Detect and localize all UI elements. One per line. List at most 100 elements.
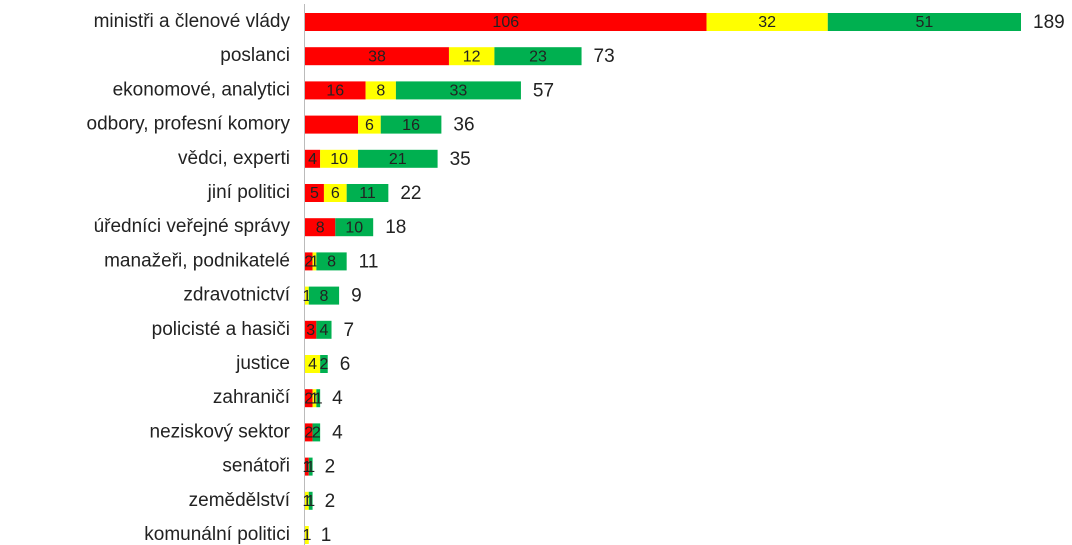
total-label: 1 — [321, 525, 332, 545]
data-label: 4 — [308, 151, 317, 168]
data-label: 3 — [306, 322, 315, 339]
total-label: 11 — [359, 251, 379, 272]
category-label: zahraničí — [213, 387, 291, 408]
bar-segment — [305, 218, 336, 237]
data-label: 2 — [312, 425, 321, 442]
total-label: 2 — [325, 457, 336, 478]
data-label: 33 — [450, 83, 468, 100]
category-label: ekonomové, analytici — [113, 79, 290, 100]
bar-segment — [316, 252, 347, 271]
bar-segment — [305, 81, 366, 100]
bar-segment — [308, 286, 340, 305]
total-label: 73 — [594, 46, 615, 67]
category-label: poslanci — [220, 45, 290, 66]
data-label: 1 — [302, 527, 311, 544]
total-label: 57 — [533, 80, 554, 101]
total-label: 36 — [453, 115, 474, 136]
data-label: 6 — [331, 185, 340, 202]
data-label: 10 — [345, 219, 363, 236]
data-label: 51 — [915, 14, 933, 31]
bar-segment — [308, 491, 313, 510]
bar-segment — [365, 81, 396, 100]
bar-segment — [316, 320, 332, 339]
total-label: 22 — [400, 183, 421, 204]
category-label: zemědělství — [189, 490, 291, 511]
bar-segment — [305, 526, 309, 544]
total-label: 189 — [1033, 12, 1065, 33]
data-label: 2 — [304, 425, 313, 442]
bar-segment — [305, 115, 359, 134]
total-label: 7 — [344, 320, 355, 341]
bar-segment — [305, 47, 449, 66]
category-label: manažeři, podnikatelé — [104, 250, 290, 271]
bar-segment — [358, 149, 438, 168]
data-label: 32 — [758, 14, 776, 31]
category-label: justice — [235, 353, 290, 374]
bar-segment — [305, 355, 321, 373]
data-label: 1 — [314, 390, 323, 407]
data-label: 38 — [368, 48, 386, 65]
bar-segment — [320, 355, 328, 373]
bar-segment — [305, 457, 309, 476]
data-label: 5 — [310, 185, 319, 202]
bar-segment — [316, 389, 321, 408]
category-label: ministři a členové vlády — [94, 11, 291, 32]
category-label: komunální politici — [144, 524, 290, 545]
bar-segment — [305, 423, 313, 442]
data-label: 2 — [304, 390, 313, 407]
data-label: 6 — [365, 117, 374, 134]
total-label: 2 — [325, 491, 336, 512]
data-label: 1 — [306, 493, 315, 510]
category-label: vědci, experti — [178, 148, 290, 169]
bar-segment — [448, 47, 495, 66]
data-label: 2 — [319, 356, 328, 373]
data-label: 16 — [402, 117, 420, 134]
data-label: 21 — [389, 151, 407, 168]
data-label: 106 — [492, 14, 519, 31]
category-label: senátoři — [222, 456, 290, 477]
bar-segment — [305, 13, 707, 31]
data-label: 1 — [302, 493, 311, 510]
data-label: 11 — [359, 185, 376, 202]
bar-segment — [380, 115, 442, 134]
data-label: 16 — [326, 83, 344, 100]
data-label: 1 — [306, 459, 315, 476]
data-label: 23 — [529, 48, 547, 65]
category-label: neziskový sektor — [150, 421, 291, 442]
category-label: úředníci veřejné správy — [94, 216, 291, 237]
total-label: 6 — [340, 354, 351, 375]
total-label: 18 — [385, 217, 406, 238]
category-label: odbory, profesní komory — [87, 114, 291, 135]
data-label: 8 — [316, 219, 325, 236]
bar-segment — [305, 491, 309, 510]
total-label: 4 — [332, 422, 343, 443]
bar-segment — [312, 423, 321, 442]
category-label: zdravotnictví — [183, 285, 290, 306]
bar-segment — [346, 184, 389, 202]
total-label: 9 — [351, 286, 362, 307]
bar-segment — [308, 457, 313, 476]
bar-segment — [305, 184, 324, 202]
data-label: 1 — [310, 254, 319, 271]
bar-segment — [358, 115, 381, 134]
bar-segment — [305, 320, 317, 339]
total-label: 4 — [332, 388, 343, 409]
data-label: 1 — [310, 390, 319, 407]
bar-segment — [312, 252, 317, 271]
bar-segment — [305, 149, 321, 168]
bar-segment — [494, 47, 582, 66]
bar-segment — [706, 13, 828, 31]
bar-segment — [320, 149, 359, 168]
data-label: 8 — [376, 83, 385, 100]
data-label: 8 — [319, 288, 328, 305]
data-label: 4 — [319, 322, 328, 339]
data-label: 2 — [304, 254, 313, 271]
data-label: 1 — [302, 459, 311, 476]
bar-segment — [323, 184, 347, 202]
data-label: 10 — [330, 151, 348, 168]
bar-segment — [305, 252, 313, 271]
total-label: 35 — [450, 149, 471, 170]
data-label: 1 — [302, 288, 311, 305]
bar-segment — [395, 81, 521, 100]
